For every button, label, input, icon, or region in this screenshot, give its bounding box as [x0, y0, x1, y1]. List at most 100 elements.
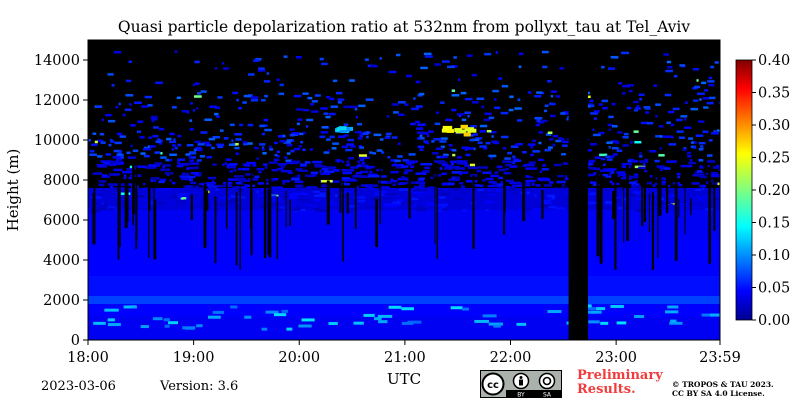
heatmap-cell [99, 132, 105, 136]
heatmap-cell [693, 99, 699, 102]
heatmap-cell [589, 181, 597, 184]
heatmap-cell [143, 147, 151, 151]
heatmap-cell [552, 143, 556, 147]
ground-patch [600, 321, 609, 325]
heatmap-cell [299, 163, 307, 166]
heatmap-cell [456, 162, 468, 165]
heatmap-cell [696, 92, 705, 96]
heatmap-cell [144, 95, 152, 99]
heatmap-cell [321, 207, 326, 210]
dropout-column [203, 185, 207, 248]
heatmap-cell [169, 159, 173, 162]
heatmap-cell [598, 103, 604, 106]
heatmap-cell [213, 203, 226, 206]
heatmap-cell [644, 169, 648, 173]
heatmap-cell [297, 198, 307, 202]
heatmap-cell [717, 129, 720, 132]
heatmap-cell [706, 101, 714, 105]
heatmap-cell [500, 111, 509, 115]
heatmap-cell [714, 61, 719, 64]
heatmap-cell [525, 179, 536, 183]
heatmap-cell [390, 170, 399, 174]
heatmap-cell [702, 97, 710, 100]
heatmap-cell [379, 57, 382, 60]
ground-patch [450, 306, 463, 310]
heatmap-cell [546, 194, 556, 198]
heatmap-cell [165, 158, 173, 162]
heatmap-cell [540, 204, 550, 208]
heatmap-cell [513, 159, 522, 163]
heatmap-cell [361, 161, 365, 165]
y-axis-label: Height (m) [4, 149, 22, 232]
heatmap-cell [171, 148, 174, 151]
heatmap-cell [505, 163, 512, 167]
heatmap-cell [271, 168, 279, 172]
heatmap-cell [626, 177, 632, 180]
heatmap-cell [271, 178, 279, 181]
heatmap-cell [103, 209, 108, 213]
colorbar-tick-label: 0.35 [758, 86, 790, 102]
heatmap-cell [610, 55, 619, 59]
heatmap-cell [476, 97, 485, 101]
ground-patch [388, 305, 402, 309]
heatmap-cell [527, 91, 532, 94]
heatmap-cell [372, 152, 377, 155]
heatmap-cell [321, 167, 329, 171]
heatmap-cell [346, 160, 350, 163]
heatmap-cell [286, 143, 293, 147]
dropout-column [153, 199, 157, 260]
heatmap-cell [189, 119, 193, 122]
heatmap-cell [392, 183, 397, 186]
heatmap-cell [254, 201, 260, 205]
heatmap-cell [378, 180, 388, 184]
heatmap-cell [135, 196, 140, 199]
heatmap-cell [610, 140, 619, 143]
data-gap-column [568, 40, 588, 340]
heatmap-cell [415, 105, 423, 108]
heatmap-cell [450, 166, 456, 169]
heatmap-cell [376, 190, 388, 194]
heatmap-cell [254, 146, 259, 150]
heatmap-cell [160, 152, 163, 155]
heatmap-cell [280, 165, 285, 168]
heatmap-cell [451, 171, 462, 174]
heatmap-cell [629, 193, 636, 196]
heatmap-cell [297, 174, 301, 177]
heatmap-cell [593, 110, 600, 113]
heatmap-cell [537, 121, 544, 124]
heatmap-cell [480, 194, 488, 197]
heatmap-cell [414, 203, 417, 207]
heatmap-cell [631, 175, 639, 179]
heatmap-cell [543, 109, 548, 113]
dropout-column [472, 175, 475, 249]
ground-patch [261, 327, 268, 331]
heatmap-cell [486, 129, 492, 133]
heatmap-cell [698, 147, 704, 151]
heatmap-cell [189, 128, 194, 131]
heatmap-cell [236, 186, 248, 189]
colorbar-tick-label: 0.10 [758, 248, 790, 264]
ground-patch [140, 325, 149, 329]
heatmap-cell [286, 139, 293, 142]
heatmap-cell [388, 70, 397, 74]
ground-patch [107, 323, 121, 327]
heatmap-cell [420, 66, 428, 70]
heatmap-cell [489, 131, 497, 134]
heatmap-cell [417, 123, 425, 127]
heatmap-cell [478, 166, 489, 169]
heatmap-cell [174, 50, 178, 53]
heatmap-cell [543, 184, 552, 187]
heatmap-cell [385, 132, 392, 136]
heatmap-cell [644, 107, 651, 110]
dropout-column [596, 171, 600, 257]
cc-by-sa-badge[interactable]: cc BY SA [480, 370, 562, 398]
date-label: 2023-03-06 [41, 379, 116, 394]
heatmap-cell [269, 145, 272, 149]
badge-by-text: BY [517, 391, 525, 398]
heatmap-cell [699, 166, 704, 169]
ground-patch [152, 317, 163, 321]
heatmap-cell [525, 194, 533, 197]
heatmap-cell [297, 118, 303, 121]
heatmap-cell [536, 91, 543, 94]
heatmap-cell [96, 163, 108, 167]
